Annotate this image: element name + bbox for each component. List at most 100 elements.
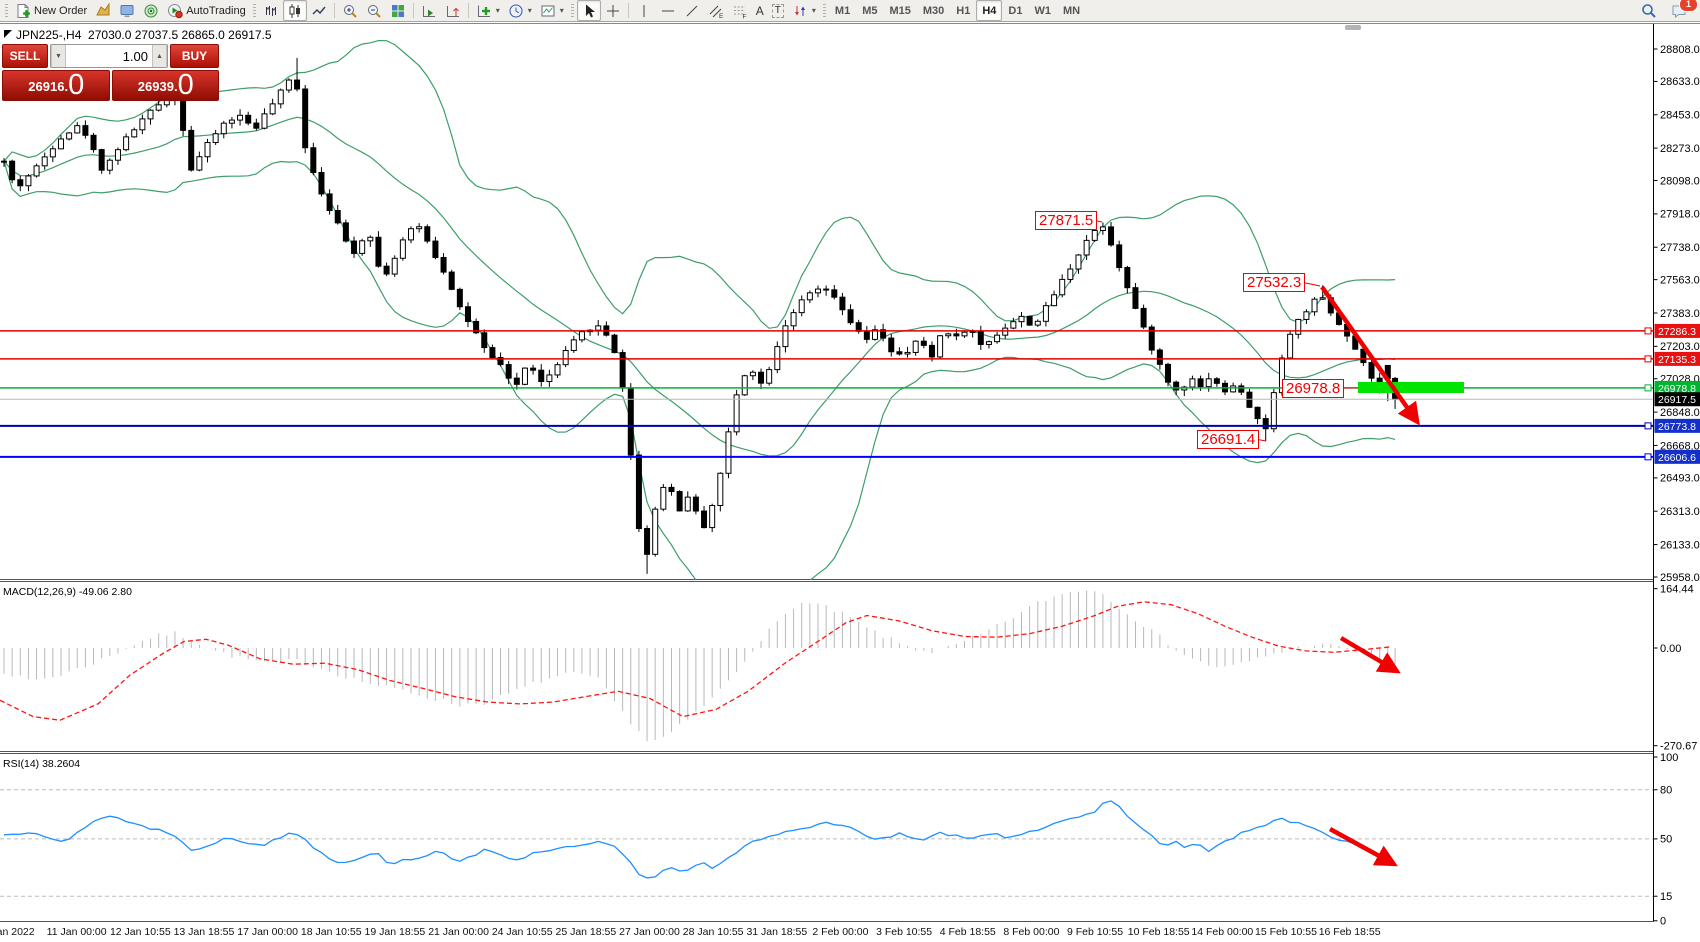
toolbar: New Order AutoTrading ▾ bbox=[0, 0, 1700, 22]
trendline-icon bbox=[684, 3, 700, 19]
chevron-down-icon[interactable]: ▾ bbox=[495, 6, 500, 15]
search-button[interactable] bbox=[1637, 0, 1661, 21]
notifications-button[interactable]: 1 bbox=[1667, 0, 1698, 21]
chevron-down-icon[interactable]: ▾ bbox=[811, 6, 816, 15]
timeframe-D1[interactable]: D1 bbox=[1008, 4, 1023, 17]
buy-button[interactable]: BUY bbox=[170, 44, 219, 68]
trendline-tool-button[interactable] bbox=[680, 0, 704, 21]
crosshair-tool-button[interactable] bbox=[601, 0, 625, 21]
candle-body bbox=[277, 89, 284, 105]
price-annotation-27871.5[interactable]: 27871.5 bbox=[1035, 211, 1098, 230]
volume-increase-button[interactable]: ▲ bbox=[152, 45, 167, 67]
timeframe-MN[interactable]: MN bbox=[1062, 4, 1081, 17]
buy-price-display[interactable]: 26939. 0 bbox=[111, 70, 219, 101]
text-label-tool-button[interactable]: T bbox=[768, 0, 788, 21]
candle-body bbox=[408, 228, 414, 241]
chart-scrollbar-thumb[interactable] bbox=[1345, 25, 1361, 30]
periods-button[interactable]: ▾ bbox=[504, 0, 536, 21]
candle-body bbox=[90, 134, 97, 151]
macd-tick-label: -270.67 bbox=[1660, 740, 1697, 752]
timeframe-M30[interactable]: M30 bbox=[922, 4, 945, 17]
price-tick-label: 27918.0 bbox=[1660, 209, 1700, 221]
candle-body bbox=[1148, 326, 1155, 351]
trend-arrow[interactable] bbox=[1320, 285, 1420, 426]
templates-button[interactable]: ▾ bbox=[536, 0, 568, 21]
price-tick-label: 28808.0 bbox=[1660, 44, 1700, 56]
strategy-tester-button[interactable] bbox=[139, 0, 163, 21]
vertical-line-tool-button[interactable] bbox=[632, 0, 656, 21]
candle-body bbox=[123, 136, 130, 151]
candle-body bbox=[953, 333, 960, 337]
zoom-out-button[interactable] bbox=[362, 0, 386, 21]
zoom-in-button[interactable] bbox=[338, 0, 362, 21]
new-order-button[interactable]: New Order bbox=[11, 0, 91, 21]
timeframe-M15[interactable]: M15 bbox=[889, 4, 911, 17]
tile-windows-button[interactable] bbox=[386, 0, 410, 21]
candle-body bbox=[139, 118, 146, 131]
trend-arrow[interactable] bbox=[1339, 636, 1401, 674]
date-axis-label: 19 Jan 18:55 bbox=[365, 926, 426, 938]
trend-arrow[interactable] bbox=[1328, 827, 1398, 867]
sell-price-display[interactable]: 26916. 0 bbox=[2, 70, 110, 101]
rsi-line bbox=[3, 800, 1392, 879]
price-annotation-26978.8[interactable]: 26978.8 bbox=[1282, 379, 1345, 398]
candle-body bbox=[424, 226, 431, 242]
profiles-button[interactable] bbox=[91, 0, 115, 21]
chart-shift-button[interactable] bbox=[441, 0, 465, 21]
volume-input[interactable] bbox=[66, 45, 152, 67]
indicators-button[interactable]: ▾ bbox=[472, 0, 504, 21]
text-tool-button[interactable]: A bbox=[752, 0, 768, 21]
chevron-down-icon[interactable]: ▾ bbox=[559, 6, 564, 15]
search-icon bbox=[1641, 3, 1657, 19]
candle-body bbox=[709, 504, 716, 529]
candle-body bbox=[692, 496, 699, 512]
metaeditor-button[interactable] bbox=[115, 0, 139, 21]
fibonacci-tool-button[interactable]: F bbox=[728, 0, 752, 21]
price-annotation-26691.4[interactable]: 26691.4 bbox=[1197, 430, 1260, 449]
candle-body bbox=[627, 387, 634, 456]
candle-body bbox=[717, 472, 724, 506]
toolbar-grip[interactable] bbox=[252, 3, 256, 18]
candle-body bbox=[725, 431, 732, 474]
candle-body bbox=[1108, 226, 1115, 246]
candlestick-chart-button[interactable] bbox=[282, 0, 307, 21]
timeframe-M5[interactable]: M5 bbox=[862, 4, 878, 17]
timeframe-W1[interactable]: W1 bbox=[1034, 4, 1051, 17]
date-axis-label: 4 Feb 18:55 bbox=[940, 926, 996, 938]
candle-body bbox=[920, 340, 927, 346]
autotrading-button[interactable]: AutoTrading bbox=[163, 0, 250, 21]
equidistant-channel-tool-button[interactable]: E bbox=[704, 0, 728, 21]
auto-scroll-button[interactable] bbox=[417, 0, 441, 21]
date-axis-label: 27 Jan 00:00 bbox=[619, 926, 680, 938]
candle-body bbox=[359, 240, 366, 254]
line-chart-button[interactable] bbox=[307, 0, 331, 21]
candle-body bbox=[831, 289, 838, 298]
candle-body bbox=[635, 454, 642, 530]
toolbar-grip[interactable] bbox=[822, 3, 826, 18]
toolbar-grip[interactable] bbox=[5, 3, 8, 18]
toolbar-grip[interactable] bbox=[570, 3, 574, 18]
line-chart-icon bbox=[311, 3, 327, 19]
candle-body bbox=[74, 125, 81, 134]
candle-body bbox=[847, 309, 854, 324]
bar-chart-button[interactable] bbox=[259, 0, 283, 21]
price-tag-label: 27286.3 bbox=[1658, 326, 1696, 338]
green-highlight-zone[interactable] bbox=[1358, 382, 1464, 393]
volume-decrease-button[interactable]: ▼ bbox=[51, 45, 66, 67]
cursor-tool-button[interactable] bbox=[576, 0, 601, 21]
chevron-down-icon[interactable]: ▾ bbox=[527, 6, 532, 15]
candle-body bbox=[1303, 311, 1310, 320]
candle-body bbox=[220, 122, 227, 135]
sell-button[interactable]: SELL bbox=[2, 44, 48, 68]
timeframe-M1[interactable]: M1 bbox=[834, 4, 851, 17]
arrows-tool-button[interactable]: ▾ bbox=[788, 0, 820, 21]
candle-body bbox=[774, 346, 781, 371]
candle-body bbox=[684, 496, 691, 512]
rsi-pane bbox=[0, 789, 1653, 897]
chart-shift-icon bbox=[445, 3, 461, 19]
price-annotation-27532.3[interactable]: 27532.3 bbox=[1243, 273, 1306, 292]
horizontal-line-tool-button[interactable] bbox=[656, 0, 680, 21]
timeframe-H1[interactable]: H1 bbox=[956, 4, 971, 17]
timeframe-H4[interactable]: H4 bbox=[976, 0, 1003, 21]
